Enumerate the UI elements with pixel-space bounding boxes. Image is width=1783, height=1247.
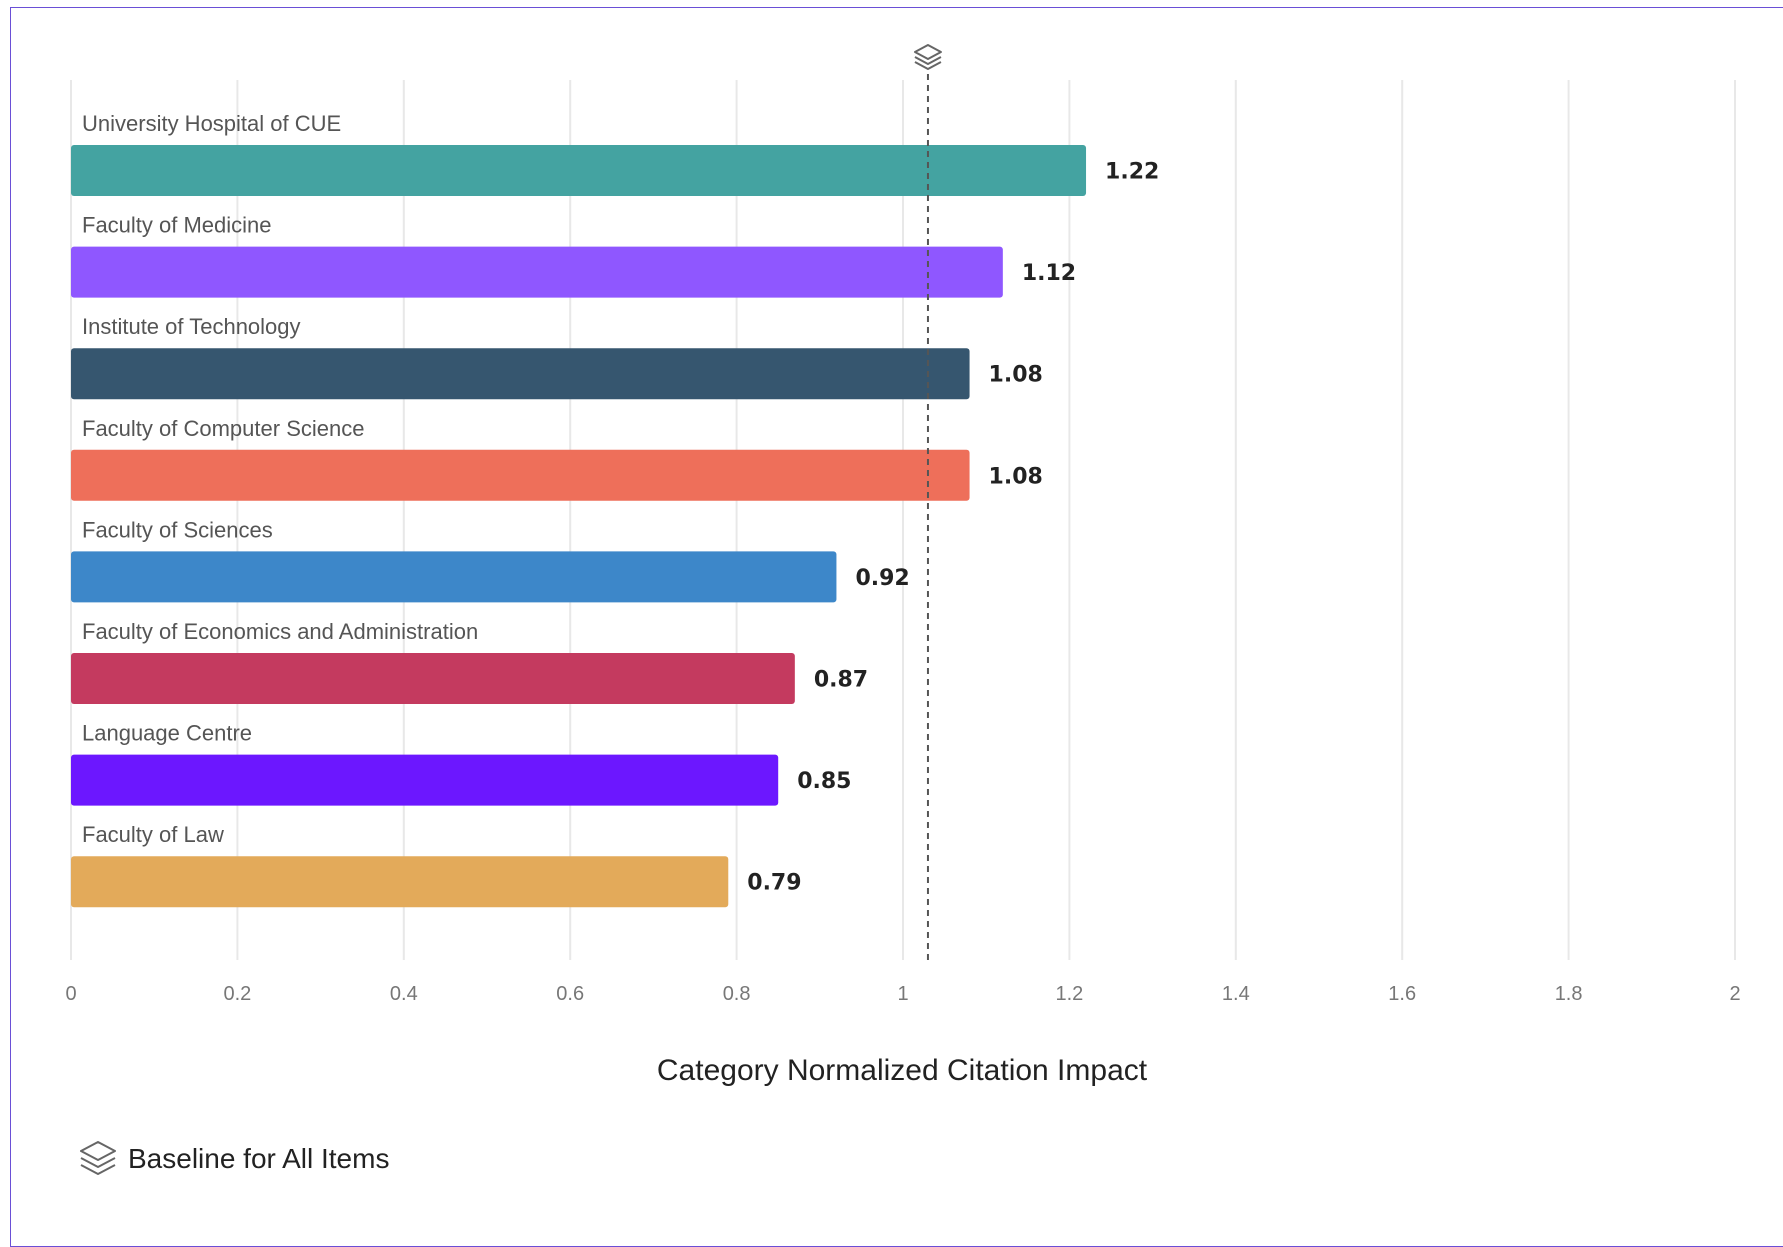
x-tick-label: 1.8 bbox=[1555, 983, 1583, 1005]
value-label: 0.87 bbox=[814, 668, 868, 693]
category-label: Faculty of Economics and Administration bbox=[82, 619, 478, 644]
x-tick-label: 1.2 bbox=[1055, 983, 1083, 1005]
baseline-marker bbox=[913, 44, 942, 960]
legend-label: Baseline for All Items bbox=[128, 1143, 390, 1174]
bar[interactable] bbox=[71, 754, 779, 806]
category-label: Language Centre bbox=[82, 721, 252, 746]
value-label: 0.92 bbox=[855, 566, 909, 591]
bar[interactable] bbox=[71, 145, 1087, 196]
x-tick-label: 2 bbox=[1729, 983, 1740, 1005]
x-tick-label: 0.6 bbox=[556, 983, 584, 1005]
grid-lines bbox=[70, 80, 1736, 960]
value-label: 1.08 bbox=[989, 464, 1043, 489]
legend[interactable]: Baseline for All Items bbox=[76, 1137, 389, 1181]
bars: University Hospital of CUE 1.22 Faculty of… bbox=[71, 111, 1159, 908]
layers-icon bbox=[80, 1141, 116, 1175]
x-tick-label: 0.2 bbox=[223, 983, 251, 1005]
bar[interactable] bbox=[71, 348, 970, 400]
chart-frame bbox=[10, 7, 1783, 1247]
category-label: Faculty of Computer Science bbox=[82, 416, 364, 441]
x-tick-label: 1.6 bbox=[1388, 983, 1416, 1005]
x-tick-label: 0 bbox=[65, 983, 76, 1005]
bar[interactable] bbox=[71, 551, 837, 603]
bar[interactable] bbox=[71, 653, 795, 704]
bar[interactable] bbox=[71, 246, 1003, 298]
category-label: Faculty of Law bbox=[82, 822, 224, 847]
bar[interactable] bbox=[71, 856, 729, 908]
category-label: Faculty of Sciences bbox=[82, 517, 273, 542]
x-tick-label: 1 bbox=[897, 983, 908, 1005]
x-axis-ticks: 0 0.2 0.4 0.6 0.8 1 1.2 1.4 1.6 1.8 2 bbox=[65, 983, 1740, 1005]
x-tick-label: 0.8 bbox=[723, 983, 751, 1005]
layers-icon[interactable] bbox=[913, 44, 942, 70]
value-label: 0.85 bbox=[797, 769, 851, 794]
bar[interactable] bbox=[71, 449, 970, 501]
x-axis-title: Category Normalized Citation Impact bbox=[657, 1054, 1148, 1087]
category-label: Institute of Technology bbox=[82, 314, 301, 339]
value-label: 0.79 bbox=[747, 871, 801, 896]
category-label: University Hospital of CUE bbox=[82, 111, 341, 136]
value-label: 1.22 bbox=[1105, 160, 1159, 185]
value-label: 1.08 bbox=[989, 363, 1043, 388]
category-label: Faculty of Medicine bbox=[82, 213, 272, 238]
x-tick-label: 1.4 bbox=[1222, 983, 1250, 1005]
x-tick-label: 0.4 bbox=[390, 983, 418, 1005]
value-label: 1.12 bbox=[1022, 261, 1076, 286]
